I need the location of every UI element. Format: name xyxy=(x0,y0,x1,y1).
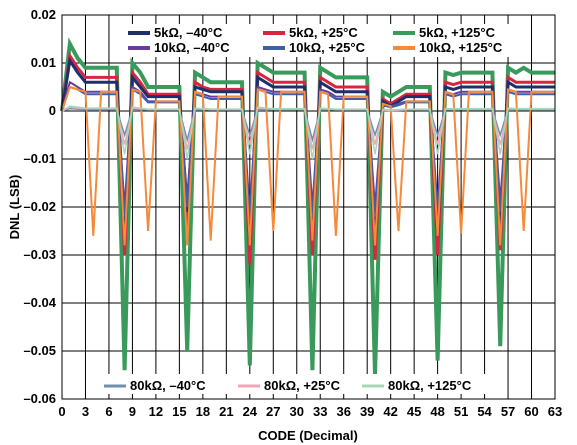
x-tick-label: 51 xyxy=(454,404,468,419)
x-tick-label: 6 xyxy=(105,404,112,419)
x-tick-label: 18 xyxy=(196,404,210,419)
x-tick-label: 15 xyxy=(172,404,186,419)
legend-label: 5kΩ, –40°C xyxy=(154,25,223,40)
x-axis-title: CODE (Decimal) xyxy=(258,428,358,443)
x-tick-label: 33 xyxy=(313,404,327,419)
legend-label: 80kΩ, +125°C xyxy=(388,378,472,393)
x-tick-label: 0 xyxy=(58,404,65,419)
x-tick-label: 63 xyxy=(548,404,562,419)
x-tick-label: 24 xyxy=(243,404,258,419)
series-line xyxy=(61,85,555,246)
legend-bottom-background xyxy=(96,374,506,394)
x-tick-label: 21 xyxy=(219,404,233,419)
x-tick-label: 9 xyxy=(129,404,136,419)
plot-frame xyxy=(61,14,556,400)
series-layer xyxy=(60,37,555,376)
x-tick-label: 42 xyxy=(383,404,397,419)
x-tick-label: 45 xyxy=(407,404,421,419)
legend-label: 10kΩ, –40°C xyxy=(154,40,230,55)
y-tick-label: –0.04 xyxy=(23,295,56,310)
tick-labels: 0 3 6 9 12 15 18 21 24 27 30 33 36 39 42 45 48 51 54 57 60 63… xyxy=(23,7,562,419)
legend-top-background xyxy=(110,24,522,57)
legend-label: 80kΩ, +25°C xyxy=(264,378,341,393)
legend: 5kΩ, –40°C 5kΩ, +25°C 5kΩ, +125°C 10kΩ, –40… xyxy=(104,25,503,393)
series-line xyxy=(60,37,555,376)
x-tick-label: 39 xyxy=(360,404,374,419)
x-tick-label: 57 xyxy=(501,404,515,419)
y-tick-label: 0 xyxy=(49,103,56,118)
x-tick-label: 27 xyxy=(266,404,280,419)
x-tick-label: 60 xyxy=(524,404,538,419)
x-tick-label: 36 xyxy=(336,404,350,419)
y-tick-label: –0.05 xyxy=(23,343,56,358)
y-tick-label: 0.01 xyxy=(31,55,56,70)
y-tick-label: –0.03 xyxy=(23,247,56,262)
legend-label: 5kΩ, +25°C xyxy=(289,25,358,40)
legend-label: 10kΩ, +125°C xyxy=(419,40,503,55)
series-line xyxy=(61,105,555,160)
x-tick-label: 48 xyxy=(430,404,444,419)
x-tick-label: 30 xyxy=(290,404,304,419)
y-tick-label: –0.06 xyxy=(23,391,56,406)
x-tick-label: 3 xyxy=(82,404,89,419)
legend-label: 5kΩ, +125°C xyxy=(419,25,496,40)
y-tick-label: 0.02 xyxy=(31,7,56,22)
legend-label: 80kΩ, –40°C xyxy=(130,378,206,393)
y-tick-label: –0.02 xyxy=(23,199,56,214)
x-tick-label: 12 xyxy=(149,404,163,419)
y-tick-label: –0.01 xyxy=(23,151,56,166)
legend-label: 10kΩ, +25°C xyxy=(289,40,366,55)
y-axis-title: DNL (LSB) xyxy=(7,175,22,240)
x-tick-label: 54 xyxy=(477,404,492,419)
